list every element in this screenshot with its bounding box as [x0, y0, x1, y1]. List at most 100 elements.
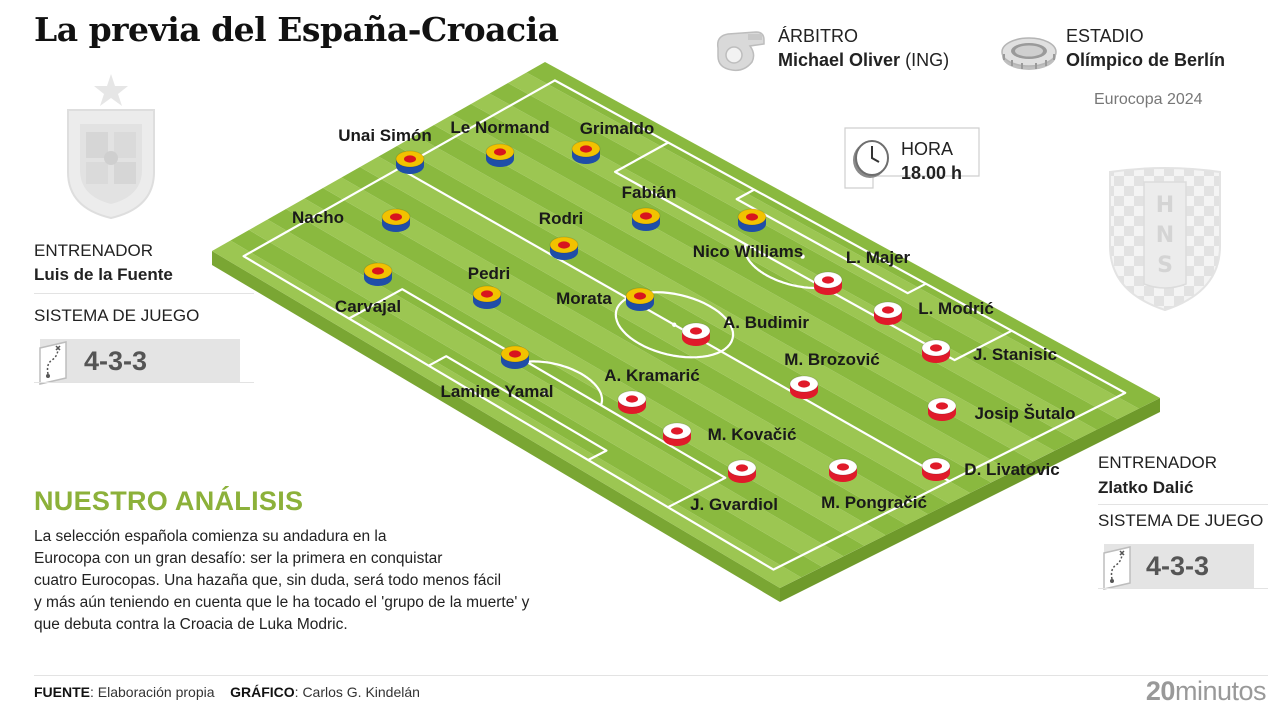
- chip-center: [580, 145, 592, 153]
- pitch-stripe: [323, 177, 928, 525]
- player-label: Lamine Yamal: [440, 382, 554, 401]
- pitch-spot: [672, 322, 677, 327]
- spain-player-chip[interactable]: [631, 207, 661, 231]
- pitch-edge: [780, 398, 1160, 602]
- pitch-stripe: [452, 104, 1076, 451]
- spain-player-chip[interactable]: [571, 140, 601, 164]
- analysis-body: La selección española comienza su andadu…: [34, 526, 624, 636]
- player-label: A. Kramarić: [604, 366, 700, 385]
- chip-center: [671, 427, 683, 435]
- analysis-line: y más aún teniendo en cuenta que le ha t…: [34, 594, 530, 611]
- spain-player-chip[interactable]: [381, 208, 411, 232]
- pitch-surface: [212, 62, 1160, 602]
- spain-player-chip[interactable]: [625, 287, 655, 311]
- croatia-player-chip[interactable]: [681, 322, 711, 346]
- brand-number: 20: [1145, 676, 1176, 706]
- player-label: Fabián: [621, 183, 677, 202]
- whistle-icon: [716, 31, 765, 72]
- spain-player-chip[interactable]: [500, 345, 530, 369]
- pitch-stripe: [434, 114, 1055, 462]
- analysis-line: cuatro Eurocopas. Una hazaña que, sin du…: [34, 572, 502, 589]
- spain-player-chip[interactable]: [395, 150, 425, 174]
- pitch-spot: [543, 390, 549, 396]
- tactics-board-icon: [39, 341, 67, 385]
- footer-divider: [34, 675, 1268, 676]
- chip-center: [558, 241, 570, 249]
- chip-center: [372, 267, 384, 275]
- footer-graphic-label: GRÁFICO: [230, 684, 295, 700]
- spain-system-label: SISTEMA DE JUEGO: [34, 306, 200, 325]
- spain-player-chip[interactable]: [472, 285, 502, 309]
- clock-icon: [853, 140, 889, 178]
- referee-country: (ING): [905, 50, 950, 70]
- stadium-name: Olímpico de Berlín: [1066, 50, 1226, 70]
- chip-center: [736, 464, 748, 472]
- player-label: Josip Šutalo: [974, 404, 1076, 423]
- player-label: A. Budimir: [723, 313, 809, 332]
- croatia-crest-text-h: H: [1156, 193, 1174, 218]
- player-label: Carvajal: [334, 297, 402, 316]
- croatia-player-chip[interactable]: [662, 422, 692, 446]
- analysis-line: Eurocopa con un gran desafío: ser la pri…: [34, 550, 443, 567]
- referee-name: Michael Oliver (ING): [778, 50, 949, 71]
- pitch-stripe: [341, 167, 949, 515]
- player-label: J. Gvardiol: [690, 495, 778, 514]
- competition-label: Eurocopa 2024: [1094, 91, 1203, 108]
- croatia-player-chip[interactable]: [727, 459, 757, 483]
- player-label: M. Brozović: [784, 350, 880, 369]
- spain-crest-logo: [67, 74, 155, 220]
- player-label: Nico Williams: [692, 242, 804, 261]
- croatia-player-chip[interactable]: [828, 458, 858, 482]
- croatia-coach-name: Zlatko Dalić: [1098, 478, 1194, 497]
- referee-label: ÁRBITRO: [778, 26, 859, 46]
- pitch-stripe: [360, 156, 970, 504]
- player-chips: [363, 140, 957, 483]
- croatia-formation: 4-3-3: [1146, 550, 1210, 581]
- chip-center: [837, 463, 849, 471]
- chip-center: [746, 213, 758, 221]
- croatia-player-chip[interactable]: [789, 375, 819, 399]
- pitch-stripe: [212, 240, 802, 588]
- chip-center: [930, 344, 942, 352]
- pitch-stripe: [397, 135, 1013, 483]
- player-label: Nacho: [292, 208, 344, 227]
- chip-center: [390, 213, 402, 221]
- chip-center: [640, 212, 652, 220]
- croatia-player-chip[interactable]: [921, 457, 951, 481]
- player-label: L. Modrić: [918, 299, 994, 318]
- spain-player-chip[interactable]: [737, 208, 767, 232]
- spain-player-chip[interactable]: [363, 262, 393, 286]
- pitch-edge: [212, 251, 780, 602]
- pitch-stripe: [415, 125, 1034, 472]
- pitch-stripe: [267, 209, 865, 557]
- chip-center: [626, 395, 638, 403]
- spain-formation-box: 4-3-3: [39, 339, 240, 385]
- pitch-boundary: [242, 79, 1127, 571]
- analysis-title: NUESTRO ANÁLISIS: [34, 486, 304, 516]
- pitch-stripe: [286, 198, 886, 546]
- stadium-block: ESTADIO Olímpico de Berlín: [1000, 26, 1270, 76]
- croatia-player-chip[interactable]: [873, 301, 903, 325]
- divider: [1098, 588, 1268, 589]
- spain-player-chip[interactable]: [549, 236, 579, 260]
- player-label: Grimaldo: [579, 119, 655, 138]
- footer-source: Elaboración propia: [97, 684, 215, 700]
- chip-center: [936, 402, 948, 410]
- brand-logo: 20minutos: [1145, 676, 1267, 707]
- spain-player-chip[interactable]: [485, 143, 515, 167]
- spain-coach-name: Luis de la Fuente: [34, 265, 173, 284]
- player-label: Morata: [556, 289, 612, 308]
- croatia-player-chip[interactable]: [813, 271, 843, 295]
- pitch-stripe: [526, 62, 1160, 409]
- croatia-player-chip[interactable]: [927, 397, 957, 421]
- pitch-lines: [242, 79, 1127, 571]
- croatia-player-chip[interactable]: [921, 339, 951, 363]
- player-label: Unai Simón: [338, 126, 432, 145]
- player-label: M. Pongračić: [821, 493, 927, 512]
- chip-center: [634, 292, 646, 300]
- pitch-stripe: [304, 188, 907, 536]
- croatia-player-chip[interactable]: [617, 390, 647, 414]
- player-label: D. Livatovic: [964, 460, 1060, 479]
